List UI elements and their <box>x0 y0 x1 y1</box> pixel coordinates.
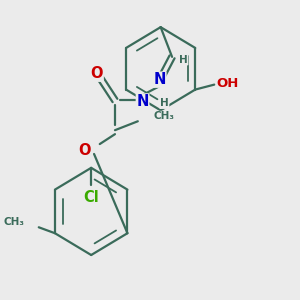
Text: H: H <box>160 98 169 108</box>
Text: N: N <box>136 94 149 109</box>
Text: OH: OH <box>216 77 239 90</box>
Text: Cl: Cl <box>83 190 99 205</box>
Text: O: O <box>91 66 103 81</box>
Text: H: H <box>179 55 188 65</box>
Text: CH₃: CH₃ <box>153 111 174 121</box>
Text: CH₃: CH₃ <box>4 217 25 227</box>
Text: N: N <box>154 72 166 87</box>
Text: O: O <box>79 143 91 158</box>
